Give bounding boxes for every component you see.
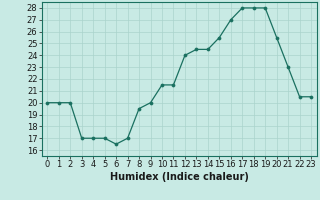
X-axis label: Humidex (Indice chaleur): Humidex (Indice chaleur): [110, 172, 249, 182]
